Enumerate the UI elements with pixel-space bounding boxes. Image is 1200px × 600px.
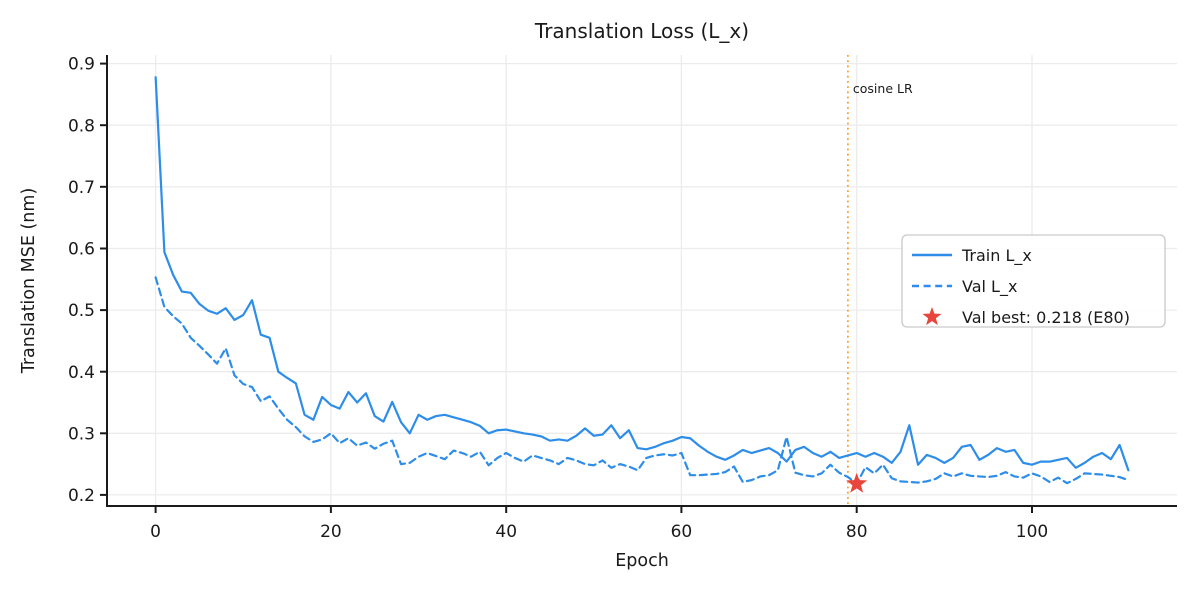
svg-text:0.8: 0.8 — [68, 116, 95, 136]
val-best-star-marker — [846, 472, 868, 493]
train-loss-line — [154, 76, 1130, 472]
svg-text:20: 20 — [320, 522, 342, 542]
x-axis-label: Epoch — [615, 551, 669, 571]
legend-entry-label: Val L_x — [962, 277, 1017, 297]
svg-text:0.3: 0.3 — [68, 424, 95, 444]
svg-text:0.6: 0.6 — [68, 240, 95, 260]
legend-star-sample — [922, 307, 942, 326]
chart-title: Translation Loss (L_x) — [534, 19, 749, 43]
svg-text:0.4: 0.4 — [68, 363, 95, 383]
legend-entry-label: Val best: 0.218 (E80) — [962, 308, 1130, 327]
y-axis-ticks: 0.2 0.3 0.4 0.5 0.6 0.7 0.8 0.9 — [68, 55, 107, 506]
svg-text:0.9: 0.9 — [68, 55, 95, 75]
svg-text:0: 0 — [150, 522, 161, 542]
svg-text:60: 60 — [671, 522, 693, 542]
svg-text:0.2: 0.2 — [68, 486, 95, 506]
val-loss-line — [154, 276, 1130, 485]
svg-text:0.7: 0.7 — [68, 178, 95, 198]
y-axis-label: Translation MSE (nm) — [19, 188, 39, 375]
svg-text:0.5: 0.5 — [68, 301, 95, 321]
cosine-lr-label: cosine LR — [853, 81, 913, 96]
legend: Train L_x Val L_x Val best: 0.218 (E80) — [901, 234, 1166, 328]
legend-entry-label: Train L_x — [961, 246, 1032, 266]
svg-text:80: 80 — [846, 522, 868, 542]
svg-text:100: 100 — [1016, 522, 1048, 542]
svg-text:40: 40 — [495, 522, 517, 542]
x-axis-ticks: 0 20 40 60 80 100 — [150, 506, 1048, 542]
axes-spines — [106, 55, 1177, 507]
